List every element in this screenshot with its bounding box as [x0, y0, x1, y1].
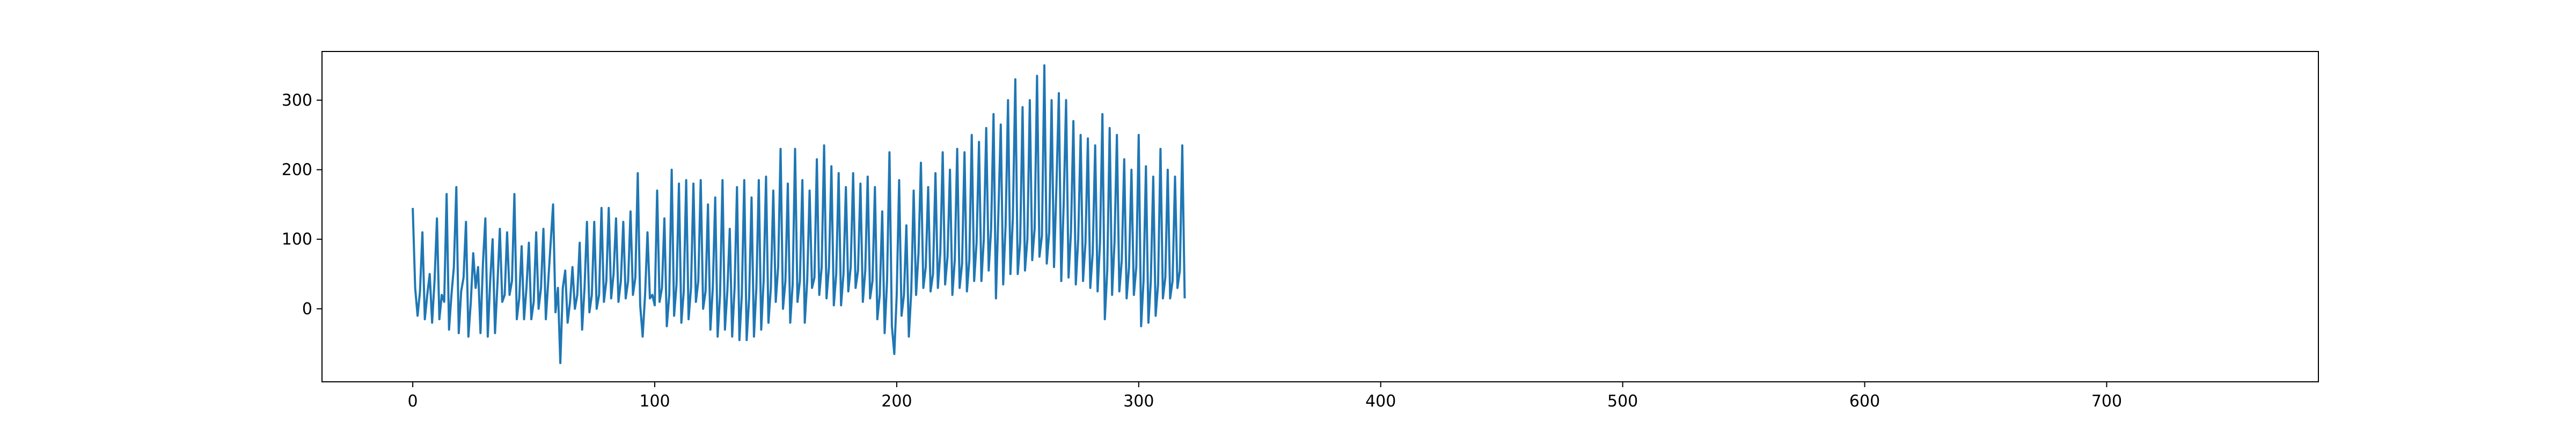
y-axis-ticks: 0 100 200 300 [282, 91, 322, 319]
x-tick-label: 600 [1849, 392, 1880, 411]
plot-series [412, 64, 1186, 364]
x-tick-label: 300 [1123, 392, 1154, 411]
x-tick-label: 200 [881, 392, 912, 411]
y-tick-label: 300 [282, 91, 312, 110]
plot-frame [321, 51, 2319, 382]
x-tick-label: 700 [2091, 392, 2122, 411]
series-line [412, 64, 1186, 364]
y-tick-label: 200 [282, 160, 312, 179]
x-tick-label: 0 [408, 392, 418, 411]
x-tick-label: 100 [639, 392, 670, 411]
x-tick-label: 400 [1365, 392, 1396, 411]
y-tick-label: 0 [302, 300, 312, 319]
x-axis-ticks: 0 100 200 300 400 500 600 700 [408, 382, 2122, 411]
x-tick-label: 500 [1607, 392, 1638, 411]
y-tick-label: 100 [282, 230, 312, 249]
